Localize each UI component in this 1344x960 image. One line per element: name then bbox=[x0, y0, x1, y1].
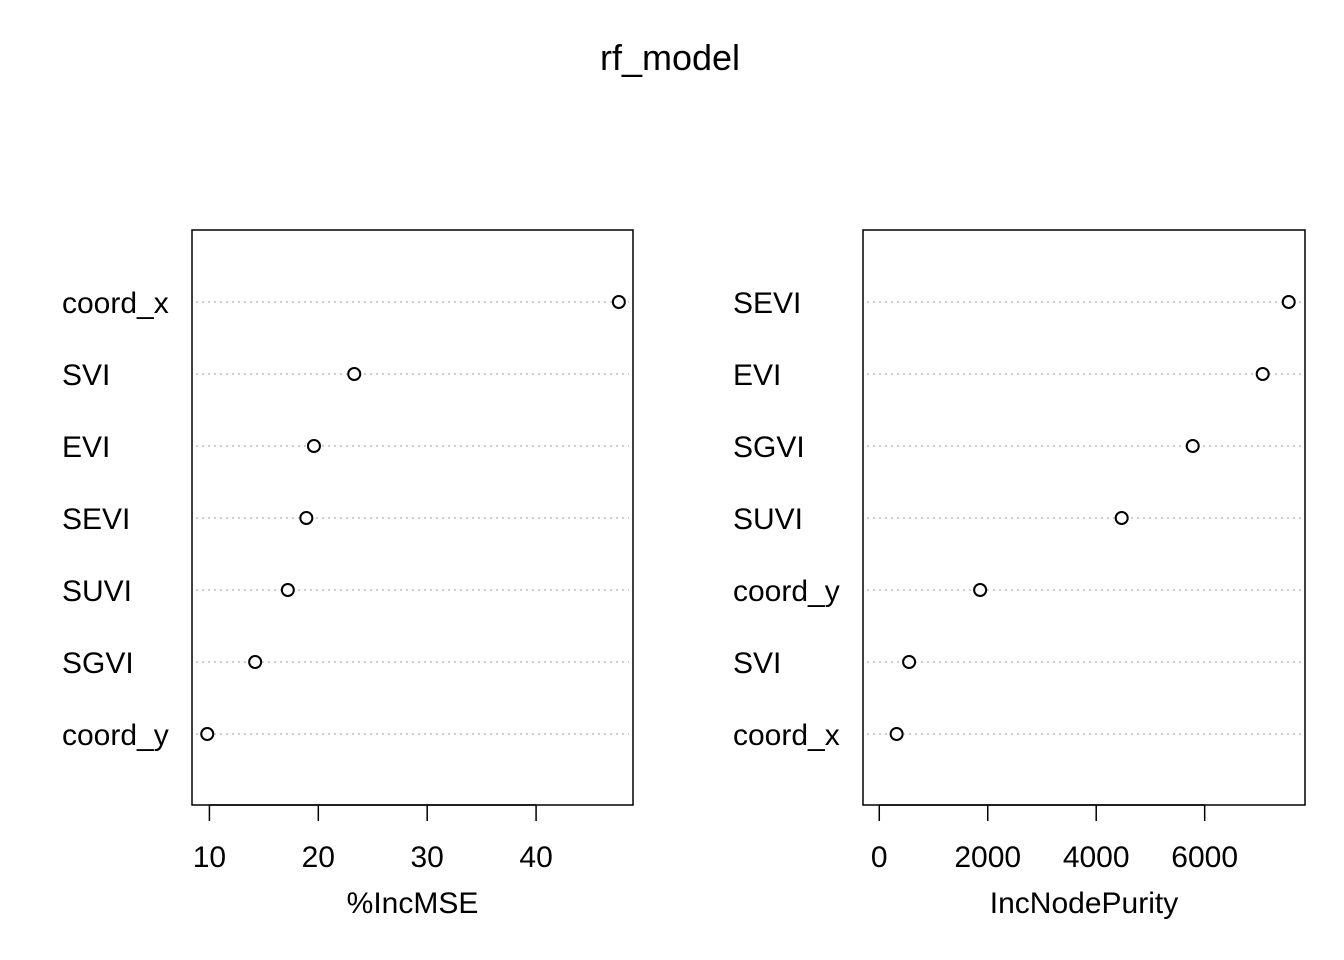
data-point bbox=[1114, 511, 1129, 525]
category-label: coord_x bbox=[733, 719, 840, 752]
data-point bbox=[1255, 367, 1270, 381]
data-point bbox=[248, 655, 263, 669]
panel-inc-node-purity: SEVI EVI SGVI SUVI coord_y SVI coord_x 0 2000 400… bbox=[733, 229, 1306, 920]
category-label: SEVI bbox=[62, 503, 130, 536]
category-label: EVI bbox=[62, 431, 110, 464]
data-point bbox=[902, 655, 917, 669]
x-tick-label: 6000 bbox=[1171, 841, 1238, 874]
category-label: SEVI bbox=[733, 287, 801, 320]
x-tick-label: 4000 bbox=[1063, 841, 1130, 874]
category-label: SGVI bbox=[733, 431, 805, 464]
data-point bbox=[347, 367, 362, 381]
category-label: SVI bbox=[733, 647, 781, 680]
x-tick-label: 0 bbox=[871, 841, 888, 874]
x-tick-label: 10 bbox=[193, 841, 226, 874]
x-axis-label: %IncMSE bbox=[347, 887, 479, 920]
chart-title: rf_model bbox=[600, 37, 740, 78]
category-label: coord_y bbox=[733, 575, 840, 608]
panel-inc-mse: coord_x SVI EVI SEVI SUVI SGVI coord_y 10 20 30 40… bbox=[62, 229, 634, 920]
category-label: SGVI bbox=[62, 647, 134, 680]
data-point bbox=[1281, 295, 1296, 309]
data-point bbox=[280, 583, 295, 597]
data-point bbox=[306, 439, 321, 453]
category-label: coord_x bbox=[62, 287, 169, 320]
data-point bbox=[611, 295, 626, 309]
x-tick-label: 40 bbox=[519, 841, 552, 874]
data-point bbox=[299, 511, 314, 525]
x-tick-label: 2000 bbox=[954, 841, 1021, 874]
category-label: SUVI bbox=[62, 575, 132, 608]
data-point bbox=[200, 727, 215, 741]
data-point bbox=[889, 727, 904, 741]
category-label: SVI bbox=[62, 359, 110, 392]
x-axis-label: IncNodePurity bbox=[990, 887, 1178, 920]
category-label: coord_y bbox=[62, 719, 169, 752]
x-tick-label: 20 bbox=[302, 841, 335, 874]
category-label: EVI bbox=[733, 359, 781, 392]
x-tick-label: 30 bbox=[411, 841, 444, 874]
data-point bbox=[973, 583, 988, 597]
data-point bbox=[1185, 439, 1200, 453]
category-label: SUVI bbox=[733, 503, 803, 536]
